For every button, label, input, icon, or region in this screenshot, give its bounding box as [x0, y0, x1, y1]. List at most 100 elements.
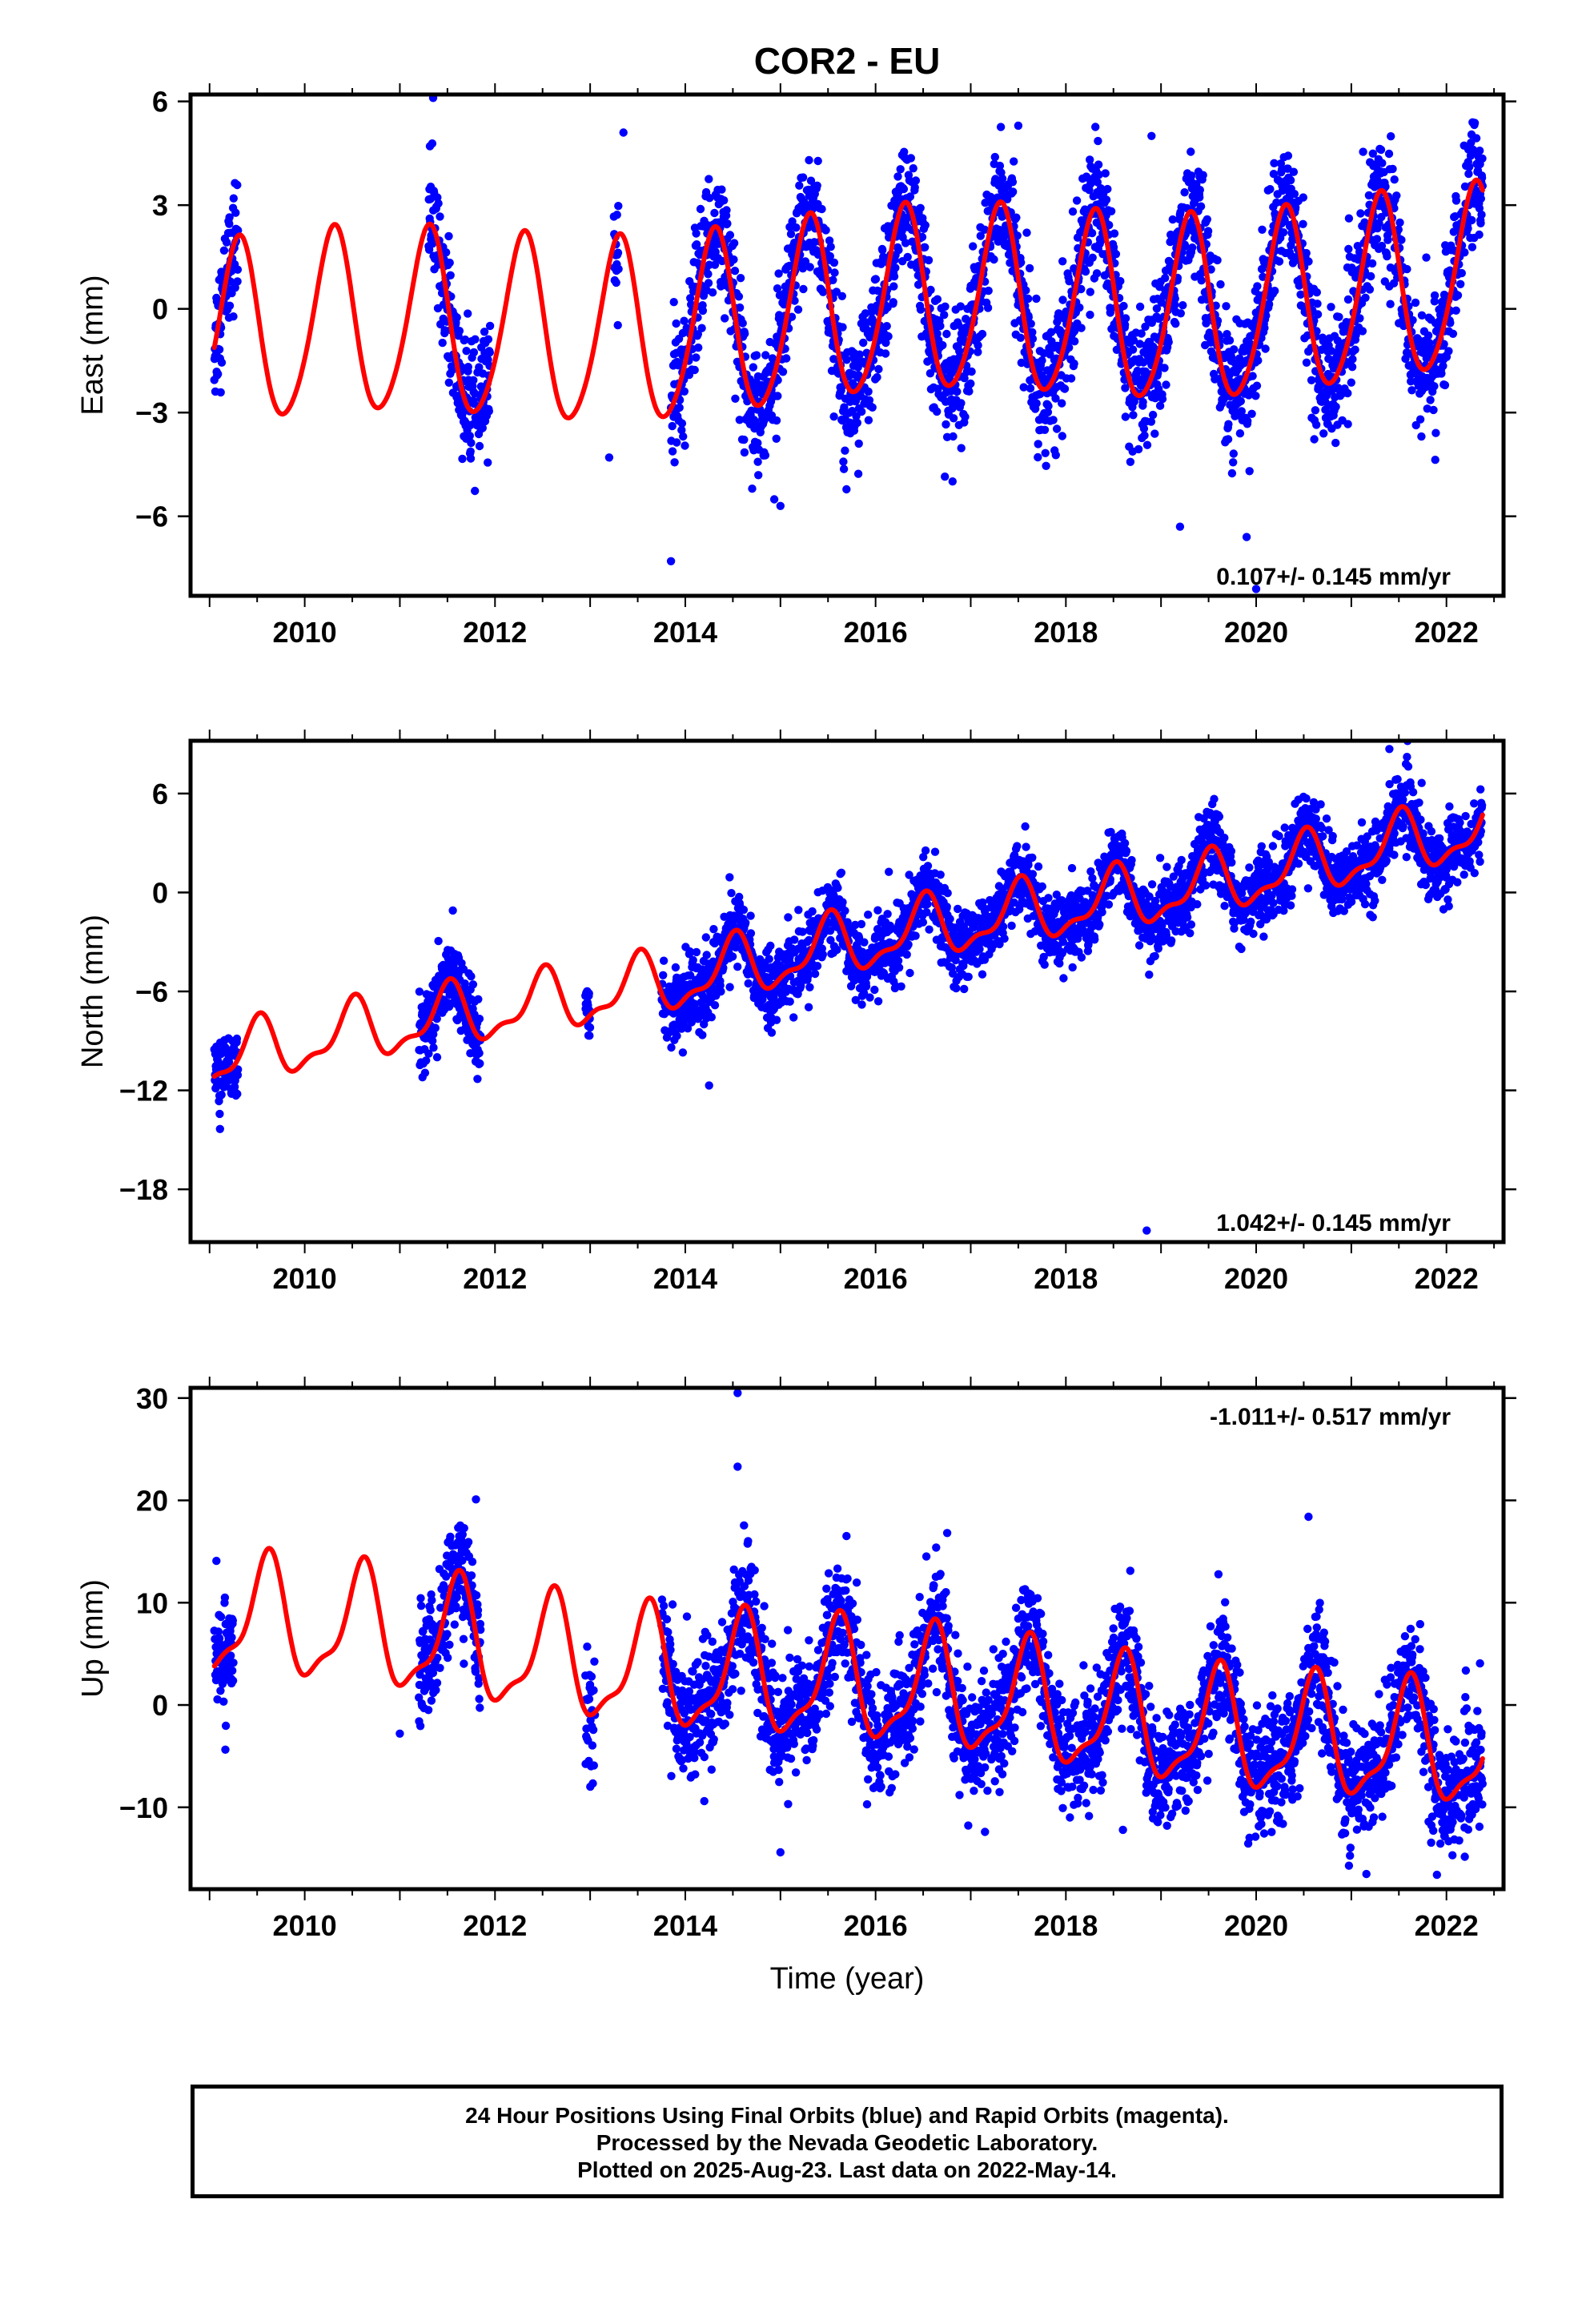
- data-point: [698, 1031, 707, 1039]
- data-point: [1160, 364, 1169, 372]
- data-point: [681, 441, 689, 450]
- data-point: [1452, 196, 1461, 205]
- data-point: [933, 407, 942, 416]
- data-point: [1028, 334, 1038, 344]
- data-point: [913, 280, 923, 289]
- data-point: [1457, 268, 1467, 278]
- data-point: [458, 454, 467, 464]
- data-point: [1476, 219, 1485, 227]
- data-point: [733, 963, 742, 971]
- data-point: [730, 267, 740, 275]
- data-point: [810, 969, 820, 979]
- data-point: [871, 275, 881, 283]
- data-point: [918, 918, 928, 927]
- data-point: [692, 947, 701, 957]
- data-point: [1009, 187, 1018, 196]
- data-point: [677, 425, 686, 435]
- data-point: [668, 421, 677, 431]
- data-point: [941, 472, 950, 481]
- data-point: [949, 414, 958, 423]
- data-point: [881, 338, 890, 348]
- data-point: [1222, 302, 1231, 311]
- data-point: [829, 412, 838, 421]
- data-point: [957, 444, 966, 452]
- data-point: [1452, 306, 1460, 315]
- data-point: [215, 345, 224, 354]
- data-point: [904, 940, 913, 949]
- data-point: [701, 933, 710, 942]
- data-point: [1387, 132, 1395, 141]
- data-point: [229, 312, 238, 321]
- data-point: [1335, 312, 1343, 321]
- data-point: [1109, 243, 1118, 251]
- data-point: [431, 1023, 440, 1032]
- data-point: [476, 1059, 484, 1068]
- data-point: [813, 156, 822, 166]
- data-point: [1407, 386, 1416, 395]
- data-point: [682, 324, 691, 332]
- data-point: [1453, 291, 1463, 300]
- data-point: [773, 392, 782, 400]
- data-point: [725, 873, 734, 882]
- data-point: [1235, 429, 1245, 438]
- data-point: [1121, 412, 1130, 421]
- data-point: [773, 376, 782, 384]
- data-point: [1110, 229, 1119, 238]
- y-tick-label: 6: [152, 86, 168, 119]
- data-point: [470, 389, 480, 398]
- data-point: [1431, 428, 1440, 437]
- data-point: [1397, 235, 1406, 244]
- data-point: [1022, 842, 1030, 851]
- data-point: [1227, 353, 1236, 362]
- data-point-outlier: [604, 453, 614, 462]
- data-point: [1121, 384, 1130, 392]
- data-point: [873, 906, 882, 915]
- data-point: [1430, 382, 1439, 391]
- data-point: [467, 438, 476, 448]
- data-point: [1087, 228, 1097, 238]
- data-point: [668, 447, 677, 456]
- data-point: [921, 243, 930, 251]
- data-point: [671, 963, 681, 972]
- data-point: [1229, 449, 1239, 458]
- data-point: [955, 347, 964, 356]
- data-point: [446, 271, 455, 279]
- data-point: [878, 246, 887, 255]
- data-point: [680, 387, 689, 396]
- data-point: [1460, 248, 1469, 257]
- data-point: [949, 432, 958, 441]
- data-point: [953, 387, 962, 396]
- data-point: [432, 1015, 441, 1023]
- data-point: [765, 955, 773, 963]
- data-point: [782, 354, 791, 363]
- data-point: [1024, 294, 1033, 304]
- data-point: [838, 323, 847, 332]
- model-fit: [211, 177, 1485, 420]
- data-point: [1347, 378, 1356, 387]
- data-point: [980, 225, 990, 234]
- data-point: [466, 454, 476, 463]
- data-point: [1197, 276, 1206, 285]
- data-point: [839, 464, 849, 473]
- data-point: [1058, 296, 1067, 304]
- data-point: [967, 367, 976, 376]
- data-point: [842, 356, 851, 364]
- data-point: [990, 255, 998, 264]
- data-point: [1468, 243, 1477, 251]
- data-point: [690, 365, 699, 375]
- data-point: [465, 432, 474, 440]
- data-point: [229, 194, 238, 203]
- data-point: [1025, 263, 1034, 273]
- data-point: [1411, 420, 1420, 430]
- data-point: [1289, 167, 1299, 176]
- data-point: [1383, 251, 1391, 261]
- data-point: [680, 316, 689, 325]
- data-point: [854, 439, 863, 448]
- data-point: [485, 321, 495, 331]
- data-point: [466, 447, 475, 456]
- data-point: [434, 199, 443, 208]
- data-point: [1013, 231, 1022, 240]
- data-point: [1252, 381, 1262, 390]
- data-point: [889, 272, 899, 281]
- data-point: [438, 338, 447, 348]
